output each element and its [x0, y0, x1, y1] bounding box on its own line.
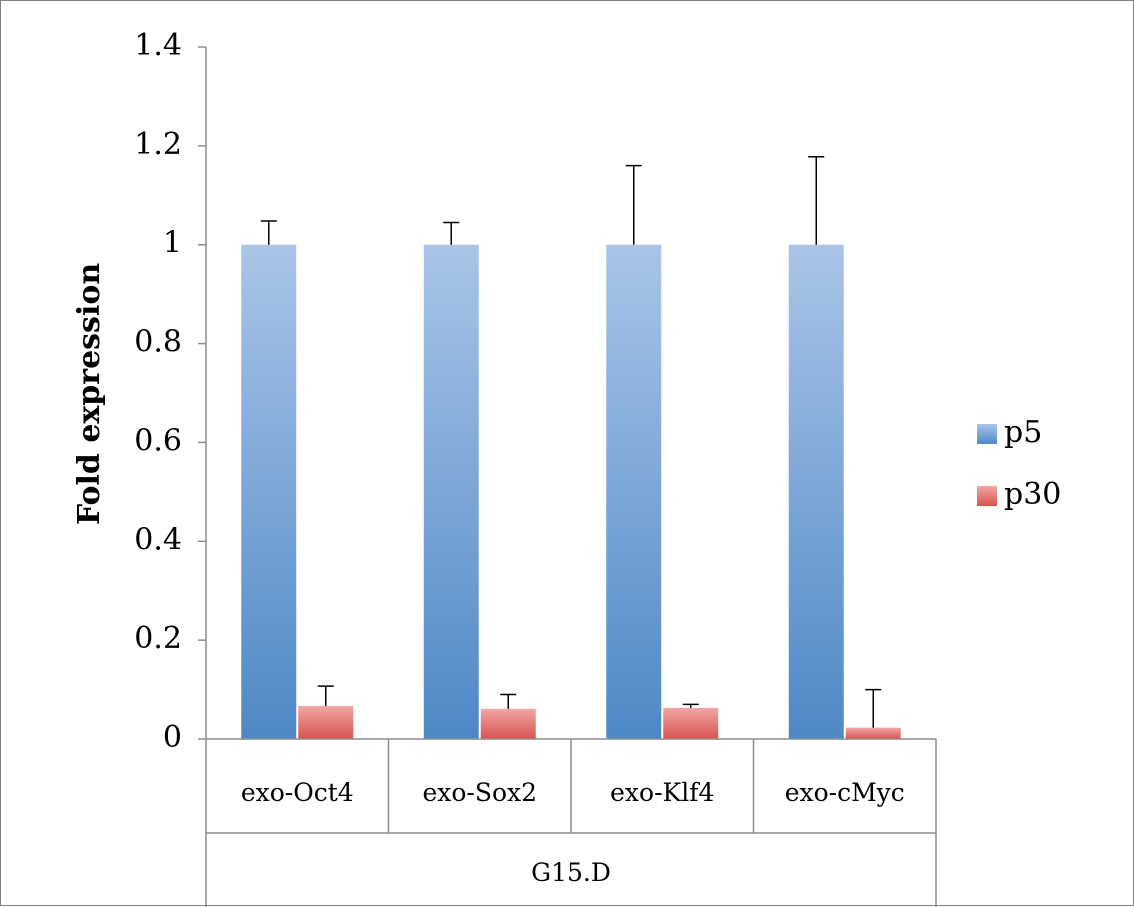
y-tick-label: 1.2 [134, 127, 182, 162]
legend: p5 p30 [977, 415, 1061, 512]
x-category-label: exo-cMyc [785, 778, 905, 807]
x-category-label: exo-Klf4 [610, 778, 714, 807]
category-labels: exo-Oct4 exo-Sox2 exo-Klf4 exo-cMyc G15.D [241, 778, 905, 887]
bar-p5-exo-cMyc [788, 244, 844, 739]
bar-p30-exo-Sox2 [480, 708, 536, 739]
x-group-label: G15.D [531, 858, 611, 887]
y-axis-ticks: 0 0.2 0.4 0.6 0.8 1 1.2 1.4 [134, 28, 206, 755]
x-category-label: exo-Oct4 [241, 778, 354, 807]
y-tick-label: 0.6 [134, 423, 182, 458]
x-category-label: exo-Sox2 [422, 778, 537, 807]
axes [205, 47, 937, 907]
y-tick-label: 0.2 [134, 621, 182, 656]
bar-p5-exo-Klf4 [606, 244, 662, 739]
legend-swatch-p30 [977, 486, 997, 506]
y-tick-label: 0.4 [134, 522, 182, 557]
bar-p5-exo-Sox2 [423, 244, 479, 739]
legend-label-p5: p5 [1004, 415, 1042, 450]
bar-p30-exo-Oct4 [298, 705, 354, 739]
legend-label-p30: p30 [1004, 477, 1061, 512]
bar-p5-exo-Oct4 [241, 244, 297, 739]
error-bars [260, 155, 882, 728]
y-tick-label: 1.4 [134, 28, 182, 63]
y-tick-label: 0 [163, 720, 182, 755]
bars [241, 244, 901, 739]
bar-p30-exo-Klf4 [663, 707, 719, 739]
y-tick-label: 0.8 [134, 325, 182, 360]
bar-p30-exo-cMyc [845, 727, 901, 739]
legend-swatch-p5 [977, 424, 997, 444]
y-tick-label: 1 [163, 226, 182, 261]
y-axis-title: Fold expression [72, 263, 107, 526]
